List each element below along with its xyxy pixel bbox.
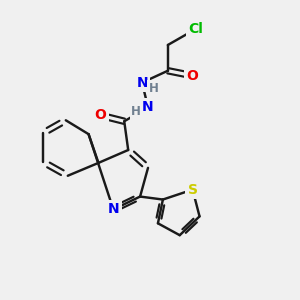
Text: O: O xyxy=(94,108,106,122)
Text: N: N xyxy=(136,76,148,90)
Text: Cl: Cl xyxy=(188,22,203,36)
Text: N: N xyxy=(107,202,119,216)
Text: N: N xyxy=(142,100,154,114)
Text: H: H xyxy=(149,82,159,95)
Text: S: S xyxy=(188,183,198,196)
Text: O: O xyxy=(187,69,199,83)
Text: H: H xyxy=(131,105,141,118)
